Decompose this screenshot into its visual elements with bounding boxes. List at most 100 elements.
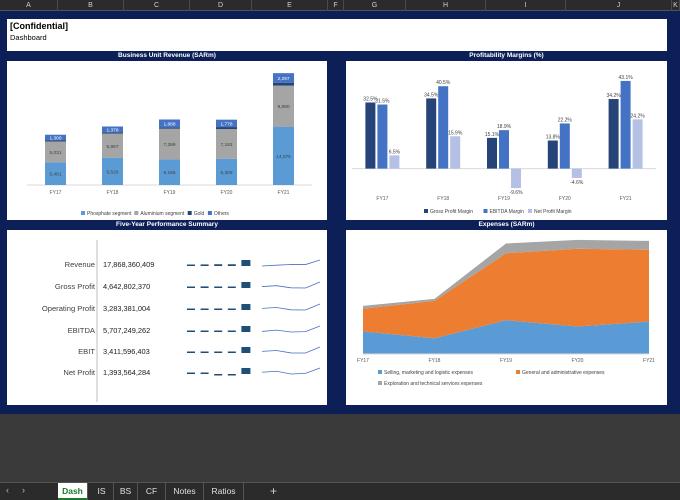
legend-swatch xyxy=(187,211,192,215)
column-header[interactable]: H xyxy=(406,0,486,11)
column-header[interactable]: E xyxy=(252,0,328,11)
scroll-right-icon[interactable]: › xyxy=(22,485,25,495)
tab-ratios[interactable]: Ratios xyxy=(204,483,244,500)
revenue-bar-segment xyxy=(45,134,66,141)
summary-row-label: Gross Profit xyxy=(55,282,96,291)
legend-label: Gold xyxy=(194,211,205,217)
sparkline-bar xyxy=(241,326,251,332)
sparkline-bar xyxy=(200,372,209,374)
scroll-left-icon[interactable]: ‹ xyxy=(6,485,9,495)
revenue-bar-segment xyxy=(102,126,123,133)
page-title: [Confidential] xyxy=(10,21,68,31)
data-label: 14,075 xyxy=(276,154,291,160)
legend-swatch xyxy=(516,370,520,374)
margin-bar xyxy=(487,137,497,169)
sparkline-bar xyxy=(241,282,251,288)
column-header[interactable]: B xyxy=(58,0,124,11)
legend-label: Phosphate segment xyxy=(87,211,132,217)
tab-notes[interactable]: Notes xyxy=(166,483,204,500)
sparkline-bar xyxy=(187,308,195,310)
legend-label: General and administrative expenses xyxy=(522,370,605,376)
revenue-bar-segment xyxy=(273,85,294,127)
sparkline-bar xyxy=(214,351,223,353)
add-sheet-button[interactable]: + xyxy=(270,484,278,498)
data-label: 31.5% xyxy=(375,99,390,105)
margins-chart-panel[interactable]: 32.5% 31.5% 6.5% FY17 34.5% 40.5% 15.9% FY18 15.… xyxy=(346,61,667,221)
column-header[interactable]: A xyxy=(0,0,58,11)
legend-swatch xyxy=(528,209,532,213)
margin-bar xyxy=(511,168,521,189)
margin-bar xyxy=(450,136,461,169)
summary-panel[interactable]: Revenue 17,868,360,409 Gross Profit 4,642,8… xyxy=(7,230,327,405)
x-tick-label: FY17 xyxy=(357,358,369,364)
summary-row-value: 3,283,381,004 xyxy=(103,304,150,313)
sparkline-line xyxy=(261,325,321,333)
data-label: 6,526 xyxy=(106,169,118,175)
column-header[interactable]: J xyxy=(566,0,672,11)
column-header[interactable]: G xyxy=(344,0,406,11)
revenue-bar-segment xyxy=(45,162,66,185)
sparkline-bar xyxy=(214,374,223,376)
column-header[interactable]: I xyxy=(486,0,566,11)
revenue-chart-panel[interactable]: 5,461 5,031 1,300 FY17 6,526 5,867 1,378 FY18 6,… xyxy=(7,61,327,221)
x-tick-label: FY20 xyxy=(221,190,233,196)
sparkline-bar xyxy=(187,286,195,288)
x-tick-label: FY21 xyxy=(620,196,632,202)
column-header[interactable]: K xyxy=(672,0,680,11)
data-label: 1,300 xyxy=(49,135,61,141)
data-label: 6,166 xyxy=(163,170,175,176)
margin-bar xyxy=(620,80,631,169)
x-tick-label: FY19 xyxy=(498,196,510,202)
sparkline-bar xyxy=(214,308,223,310)
data-label: 15.1% xyxy=(485,132,500,138)
x-tick-label: FY20 xyxy=(559,196,571,202)
revenue-bar-segment xyxy=(159,119,180,128)
revenue-bar-segment xyxy=(216,127,237,130)
legend-swatch xyxy=(378,370,382,374)
column-header[interactable]: F xyxy=(328,0,344,11)
expenses-chart: FY17 FY18 FY19 FY20 FY21 Selling, marketing a… xyxy=(357,239,655,387)
revenue-bar-segment xyxy=(102,157,123,185)
expenses-chart-panel[interactable]: FY17 FY18 FY19 FY20 FY21 Selling, marketing a… xyxy=(346,230,667,405)
data-label: -9.6% xyxy=(509,190,523,196)
tab-is[interactable]: IS xyxy=(90,483,114,500)
legend-swatch xyxy=(81,211,85,215)
margin-bar xyxy=(389,155,400,169)
tab-bs[interactable]: BS xyxy=(114,483,138,500)
revenue-chart: 5,461 5,031 1,300 FY17 6,526 5,867 1,378 FY18 6,… xyxy=(27,73,312,217)
revenue-bar-segment xyxy=(216,119,237,128)
legend-label: Selling, marketing and logistic expenses xyxy=(384,370,473,376)
revenue-bar-segment xyxy=(273,73,294,83)
sparkline-bar xyxy=(227,351,236,353)
data-label: 1,888 xyxy=(163,121,175,127)
margin-bar xyxy=(547,140,558,169)
legend-label: Others xyxy=(214,211,230,217)
sparkline-bar xyxy=(200,330,209,332)
revenue-bar-segment xyxy=(102,132,123,134)
sparkline-line xyxy=(261,259,321,267)
data-label: 24.2% xyxy=(631,113,646,119)
data-label: 7,399 xyxy=(163,142,175,148)
sheet-tab-bar: ‹ › Dash IS BS CF Notes Ratios + xyxy=(0,482,680,500)
summary-row-value: 4,642,802,370 xyxy=(103,282,150,291)
empty-sheet-area[interactable] xyxy=(0,414,680,482)
tab-cf[interactable]: CF xyxy=(138,483,166,500)
x-tick-label: FY18 xyxy=(429,358,441,364)
sparkline-bar xyxy=(241,368,251,374)
sparkline-bar xyxy=(214,264,223,266)
margin-bar xyxy=(377,104,388,169)
revenue-bar-segment xyxy=(45,141,66,163)
sparkline-bar xyxy=(187,351,195,353)
column-header[interactable]: D xyxy=(190,0,252,11)
data-label: 5,031 xyxy=(49,150,61,156)
revenue-bar-segment xyxy=(159,127,180,129)
sparkline-line xyxy=(261,281,321,289)
sparkline-line xyxy=(261,346,321,354)
legend-label: EBITDA Margin xyxy=(490,209,525,215)
column-header-bar: A B C D E F G H I J K xyxy=(0,0,680,11)
column-header[interactable]: C xyxy=(124,0,190,11)
data-label: 13.8% xyxy=(546,135,561,141)
sparkline-bar xyxy=(241,347,251,353)
tab-dash[interactable]: Dash xyxy=(58,483,88,500)
data-label: 32.5% xyxy=(363,96,378,102)
